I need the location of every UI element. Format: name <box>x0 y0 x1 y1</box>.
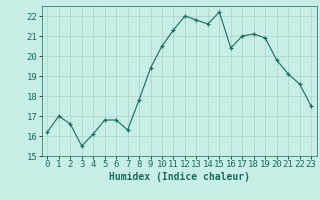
X-axis label: Humidex (Indice chaleur): Humidex (Indice chaleur) <box>109 172 250 182</box>
